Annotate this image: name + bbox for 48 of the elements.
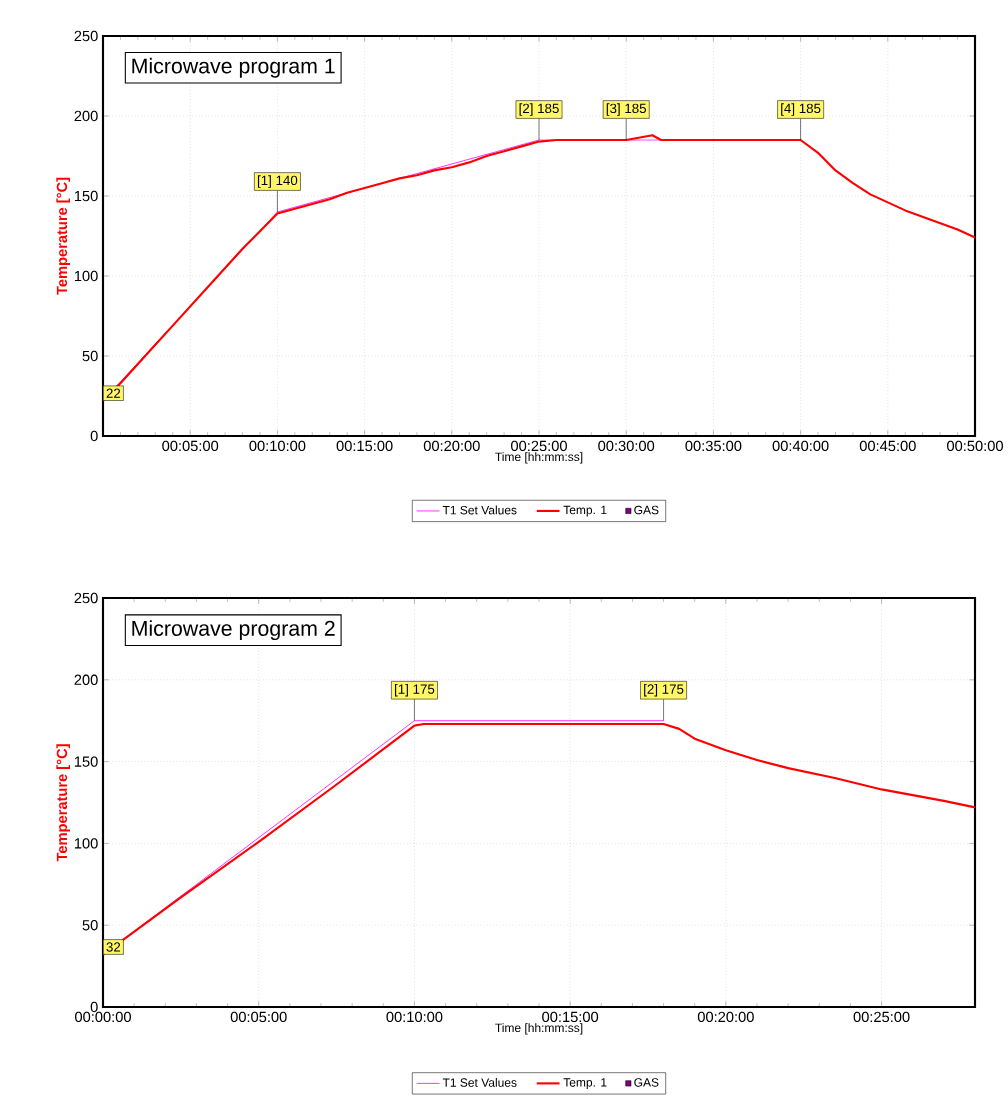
x-tick-label: 00:05:00 bbox=[230, 1011, 287, 1023]
x-axis-title: Time [hh:mm:ss] bbox=[495, 452, 583, 464]
y-tick-label: 250 bbox=[74, 592, 98, 604]
annotation: 22 bbox=[106, 388, 121, 398]
y-tick-label: 200 bbox=[74, 110, 98, 122]
y-axis-title: Temperature [°C] bbox=[56, 744, 70, 862]
y-tick-label: 100 bbox=[74, 838, 98, 849]
annotation: [3] 185 bbox=[606, 103, 647, 116]
y-tick-label: 0 bbox=[90, 1001, 98, 1013]
x-tick-label: 00:35:00 bbox=[685, 440, 742, 452]
y-axis-title: Temperature [°C] bbox=[56, 177, 70, 295]
y-tick-label: 200 bbox=[74, 674, 98, 685]
annotation: [2] 175 bbox=[644, 684, 684, 697]
annotation: [1] 140 bbox=[257, 175, 298, 188]
x-tick-label: 00:15:00 bbox=[542, 1011, 599, 1023]
x-tick-label: 00:45:00 bbox=[859, 440, 916, 452]
x-tick-label: 00:15:00 bbox=[336, 440, 393, 452]
legend-label: T1 Set Values bbox=[442, 1078, 517, 1087]
x-axis-title: Time [hh:mm:ss] bbox=[495, 1023, 583, 1035]
y-tick-label: 150 bbox=[74, 756, 98, 767]
y-tick-label: 50 bbox=[82, 350, 98, 362]
y-tick-label: 250 bbox=[74, 30, 98, 42]
annotation: 32 bbox=[106, 942, 121, 952]
x-tick-label: 00:00:00 bbox=[75, 1011, 131, 1023]
text: Microwave program 1 bbox=[132, 57, 335, 78]
legend-label: Temp. 1 bbox=[563, 1078, 607, 1089]
x-tick-label: 00:10:00 bbox=[386, 1011, 443, 1023]
text: Microwave program 2 bbox=[132, 620, 335, 641]
y-tick-label: 150 bbox=[74, 190, 98, 202]
x-tick-label: 00:20:00 bbox=[697, 1011, 754, 1023]
x-tick-label: 00:40:00 bbox=[772, 440, 829, 452]
annotation: [2] 185 bbox=[519, 103, 559, 116]
legend-label: Temp. 1 bbox=[563, 505, 607, 517]
annotation: [1] 175 bbox=[394, 684, 435, 697]
x-tick-label: 00:25:00 bbox=[511, 440, 567, 452]
x-tick-label: 00:50:00 bbox=[947, 440, 1003, 452]
legend-label: GAS bbox=[634, 505, 659, 515]
legend-label: T1 Set Values bbox=[442, 505, 517, 515]
y-tick-label: 50 bbox=[82, 920, 98, 931]
x-tick-label: 00:20:00 bbox=[423, 440, 480, 452]
x-tick-label: 00:05:00 bbox=[162, 440, 219, 452]
y-tick-label: 100 bbox=[74, 270, 98, 282]
annotation: [4] 185 bbox=[781, 103, 821, 116]
x-tick-label: 00:25:00 bbox=[853, 1011, 910, 1023]
x-tick-label: 00:30:00 bbox=[598, 440, 655, 452]
y-tick-label: 0 bbox=[90, 430, 98, 442]
legend-label: GAS bbox=[634, 1078, 659, 1087]
x-tick-label: 00:10:00 bbox=[249, 440, 306, 452]
